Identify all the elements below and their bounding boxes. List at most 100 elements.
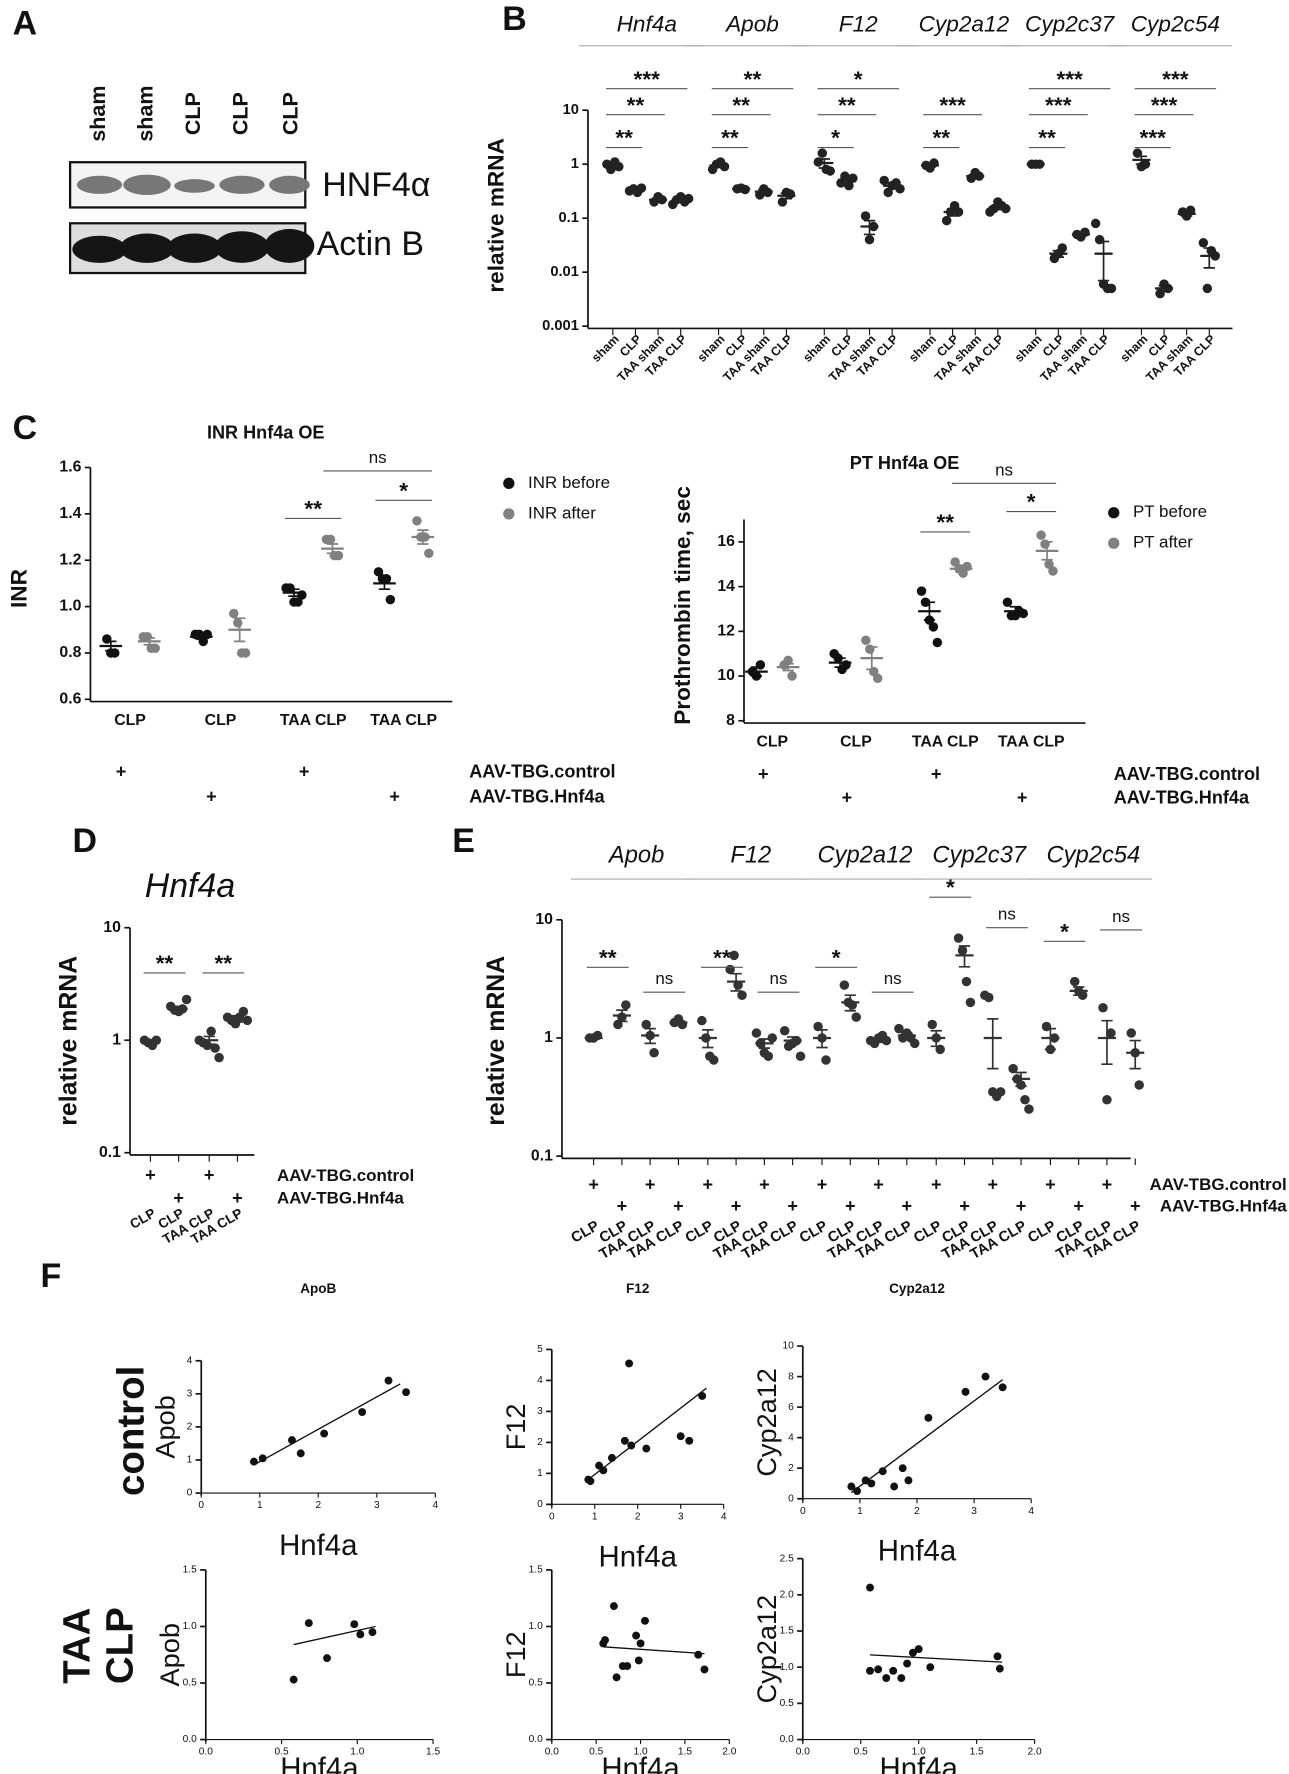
data-point bbox=[685, 1436, 694, 1445]
error-bar bbox=[203, 1035, 215, 1046]
data-point bbox=[864, 234, 875, 245]
data-point bbox=[358, 1408, 367, 1416]
error-bar bbox=[750, 666, 763, 677]
y-tick-label: 2 bbox=[537, 1437, 543, 1448]
data-point bbox=[817, 148, 828, 158]
panel-label: B bbox=[502, 0, 527, 38]
y-tick-label: 4 bbox=[788, 1432, 794, 1443]
y-tick-label: 14 bbox=[717, 578, 735, 595]
category-label: TAA CLP bbox=[370, 712, 437, 729]
treatment-mark: + bbox=[731, 1196, 742, 1216]
error-bar bbox=[652, 197, 664, 203]
y-tick-label: 0.1 bbox=[558, 210, 578, 226]
y-tick-label: 0.8 bbox=[59, 644, 81, 661]
data-point bbox=[240, 648, 251, 658]
error-bar bbox=[930, 1029, 942, 1048]
error-bar bbox=[1101, 1019, 1113, 1066]
y-tick-label: 1 bbox=[571, 156, 579, 172]
treatment-mark: + bbox=[1073, 1196, 1084, 1216]
row-label: control bbox=[110, 1366, 153, 1496]
data-point bbox=[777, 197, 788, 207]
gene-label: Cyp2c37 bbox=[932, 843, 1026, 869]
y-tick-label: 1.2 bbox=[59, 551, 81, 568]
y-tick-label: 0.5 bbox=[529, 1678, 543, 1689]
treatment-name: AAV-TBG.control bbox=[469, 762, 615, 782]
category-label: TAA CLP bbox=[912, 733, 979, 750]
category-label: CLP bbox=[840, 733, 872, 750]
significance-label: ** bbox=[304, 496, 322, 521]
significance-label: ns bbox=[369, 448, 387, 467]
data-point bbox=[698, 1391, 707, 1400]
x-tick-label: 4 bbox=[1028, 1506, 1034, 1517]
y-tick-label: 1.5 bbox=[780, 1626, 794, 1637]
data-point bbox=[1102, 1094, 1112, 1105]
band-label: HNF4α bbox=[322, 166, 430, 204]
data-point bbox=[1036, 530, 1046, 540]
data-point bbox=[676, 1432, 685, 1441]
data-point bbox=[904, 1476, 913, 1485]
y-tick-label: 5 bbox=[537, 1344, 543, 1355]
significance-label: ** bbox=[713, 945, 731, 970]
data-point bbox=[320, 1429, 329, 1438]
x-tick-label: 0.5 bbox=[589, 1747, 603, 1758]
error-bar bbox=[758, 1038, 771, 1049]
significance-label: ** bbox=[215, 951, 233, 976]
treatment-mark: + bbox=[842, 788, 853, 808]
treatment-mark: + bbox=[902, 1196, 913, 1216]
error-bar bbox=[955, 564, 967, 573]
data-point bbox=[894, 1023, 904, 1034]
significance-label: * bbox=[1027, 490, 1036, 515]
y-tick-label: 10 bbox=[103, 919, 121, 936]
y-tick-label: 1.4 bbox=[59, 505, 81, 522]
y-axis-label: relative mRNA bbox=[483, 138, 508, 293]
error-bar bbox=[144, 1038, 157, 1045]
error-bar bbox=[866, 646, 878, 671]
error-bar bbox=[417, 529, 429, 545]
data-point bbox=[232, 618, 243, 628]
error-bar bbox=[1075, 232, 1087, 237]
data-point bbox=[821, 1055, 831, 1065]
fit-line bbox=[253, 1383, 401, 1466]
data-point bbox=[206, 1026, 216, 1037]
error-bar bbox=[886, 182, 898, 190]
x-tick-label: 4 bbox=[721, 1511, 727, 1522]
data-point bbox=[296, 1449, 305, 1458]
data-point bbox=[914, 1645, 923, 1654]
data-point bbox=[961, 1387, 970, 1396]
x-tick-label: 0.0 bbox=[545, 1747, 559, 1758]
legend-marker bbox=[1108, 507, 1120, 519]
error-bar bbox=[786, 1036, 799, 1046]
error-bar bbox=[758, 188, 770, 195]
gene-label: Apob bbox=[724, 11, 779, 36]
x-tick-label: 4 bbox=[432, 1500, 438, 1511]
y-tick-label: 1.0 bbox=[780, 1662, 794, 1673]
y-tick-label: 8 bbox=[788, 1371, 794, 1382]
y-axis-label: Cyp2a12 bbox=[751, 1368, 782, 1477]
significance-label: *** bbox=[1151, 93, 1178, 118]
x-axis-label: Hnf4a bbox=[280, 1752, 359, 1774]
significance-label: *** bbox=[1162, 67, 1189, 92]
x-tick-label: 0 bbox=[198, 1500, 204, 1511]
data-point bbox=[150, 643, 160, 654]
error-bar bbox=[1015, 1071, 1027, 1088]
x-tick-label: 3 bbox=[678, 1511, 684, 1522]
data-point bbox=[984, 992, 994, 1003]
y-tick-label: 0.1 bbox=[99, 1144, 121, 1161]
legend-label: PT after bbox=[1133, 533, 1193, 552]
band-label: Actin B bbox=[317, 225, 424, 263]
data-point bbox=[981, 1372, 990, 1381]
data-point bbox=[866, 1666, 874, 1675]
y-axis-label: Cyp2a12 bbox=[751, 1595, 782, 1704]
significance-label: ** bbox=[627, 93, 645, 118]
treatment-mark: + bbox=[1017, 788, 1028, 808]
error-bar bbox=[730, 972, 742, 992]
significance-label: *** bbox=[1140, 126, 1167, 151]
y-tick-label: 6 bbox=[788, 1402, 794, 1413]
western-blot bbox=[68, 161, 315, 275]
treatment-mark: + bbox=[389, 786, 400, 806]
data-point bbox=[1134, 1080, 1144, 1090]
y-tick-label: 0 bbox=[187, 1488, 193, 1499]
data-point bbox=[289, 1675, 298, 1684]
data-point bbox=[795, 1051, 806, 1062]
y-tick-label: 0 bbox=[537, 1499, 543, 1510]
